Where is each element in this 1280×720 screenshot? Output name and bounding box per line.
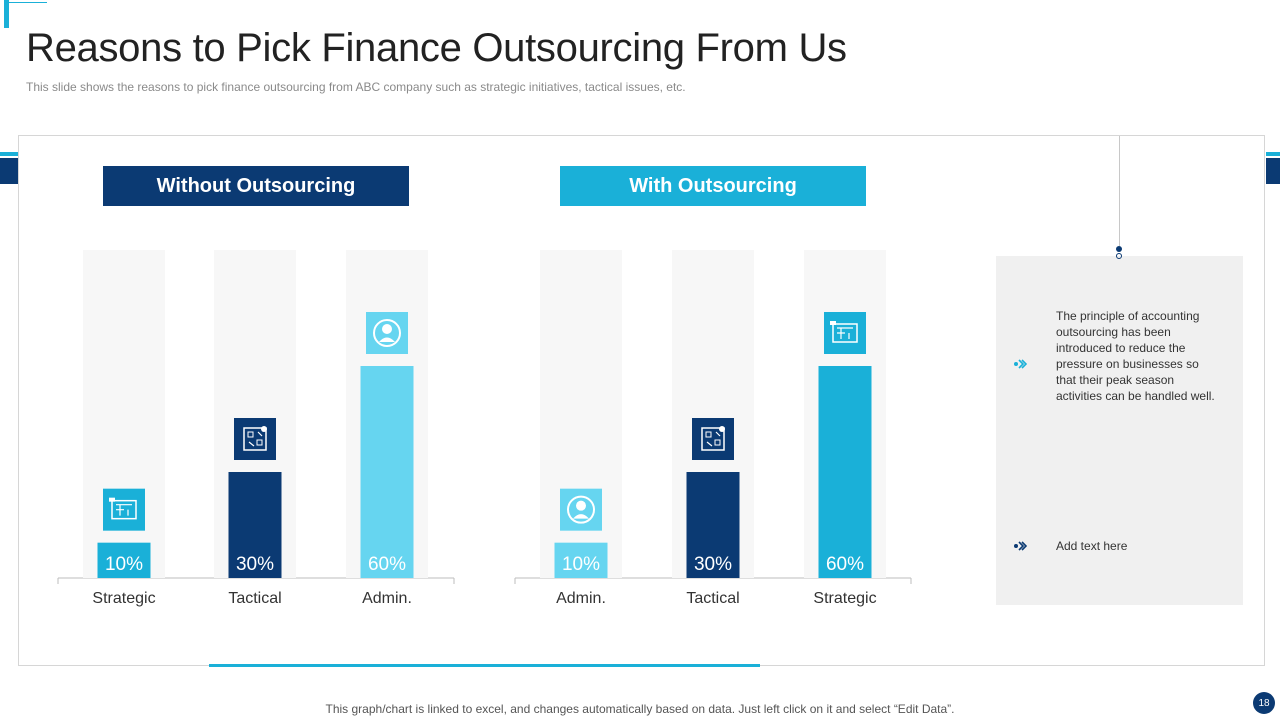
right-edge-block bbox=[1266, 158, 1280, 184]
user-icon bbox=[560, 488, 602, 531]
category-label: Admin. bbox=[556, 590, 606, 607]
slide-subtitle: This slide shows the reasons to pick fin… bbox=[26, 80, 686, 94]
category-label: Admin. bbox=[362, 590, 412, 607]
blueprint-icon bbox=[824, 312, 866, 354]
bar-value-label: 60% bbox=[826, 554, 864, 575]
corner-accent-vertical bbox=[4, 0, 9, 28]
category-label: Tactical bbox=[686, 590, 739, 607]
bar-value-label: 10% bbox=[562, 554, 600, 575]
chevron-arrow-icon bbox=[1014, 359, 1027, 369]
left-edge-accent bbox=[0, 152, 18, 156]
connector-ring bbox=[1116, 253, 1122, 259]
slide-title: Reasons to Pick Finance Outsourcing From… bbox=[26, 26, 847, 70]
bar[interactable] bbox=[228, 472, 282, 578]
bar[interactable] bbox=[360, 366, 414, 578]
bar[interactable] bbox=[97, 542, 151, 578]
category-label: Strategic bbox=[813, 590, 876, 607]
bar[interactable] bbox=[554, 542, 608, 578]
connector-dot bbox=[1116, 246, 1122, 252]
right-edge-accent bbox=[1266, 152, 1280, 156]
planning-board-icon bbox=[692, 418, 734, 460]
bar[interactable] bbox=[686, 472, 740, 578]
corner-accent-horizontal bbox=[9, 2, 47, 3]
bar[interactable] bbox=[818, 366, 872, 578]
category-label: Tactical bbox=[228, 590, 281, 607]
page-number: 18 bbox=[1253, 692, 1275, 714]
user-icon bbox=[366, 312, 408, 354]
info-item-text: Add text here bbox=[1056, 539, 1128, 553]
frame-bottom-accent bbox=[209, 664, 760, 667]
connector-line bbox=[1119, 136, 1120, 246]
chart-title-with-outsourcing: With Outsourcing bbox=[560, 166, 866, 206]
bar-value-label: 30% bbox=[236, 554, 274, 575]
chart-title-without-outsourcing: Without Outsourcing bbox=[103, 166, 409, 206]
footer-note: This graph/chart is linked to excel, and… bbox=[325, 702, 955, 716]
category-label: Strategic bbox=[92, 590, 155, 607]
info-item-text: The principle of accounting outsourcing … bbox=[1056, 309, 1215, 403]
planning-board-icon bbox=[234, 418, 276, 460]
bar-value-label: 10% bbox=[105, 554, 143, 575]
bar-value-label: 30% bbox=[694, 554, 732, 575]
info-panel bbox=[996, 256, 1243, 605]
left-edge-block bbox=[0, 158, 18, 184]
chevron-arrow-icon bbox=[1014, 541, 1027, 551]
blueprint-icon bbox=[103, 488, 145, 531]
bar-value-label: 60% bbox=[368, 554, 406, 575]
